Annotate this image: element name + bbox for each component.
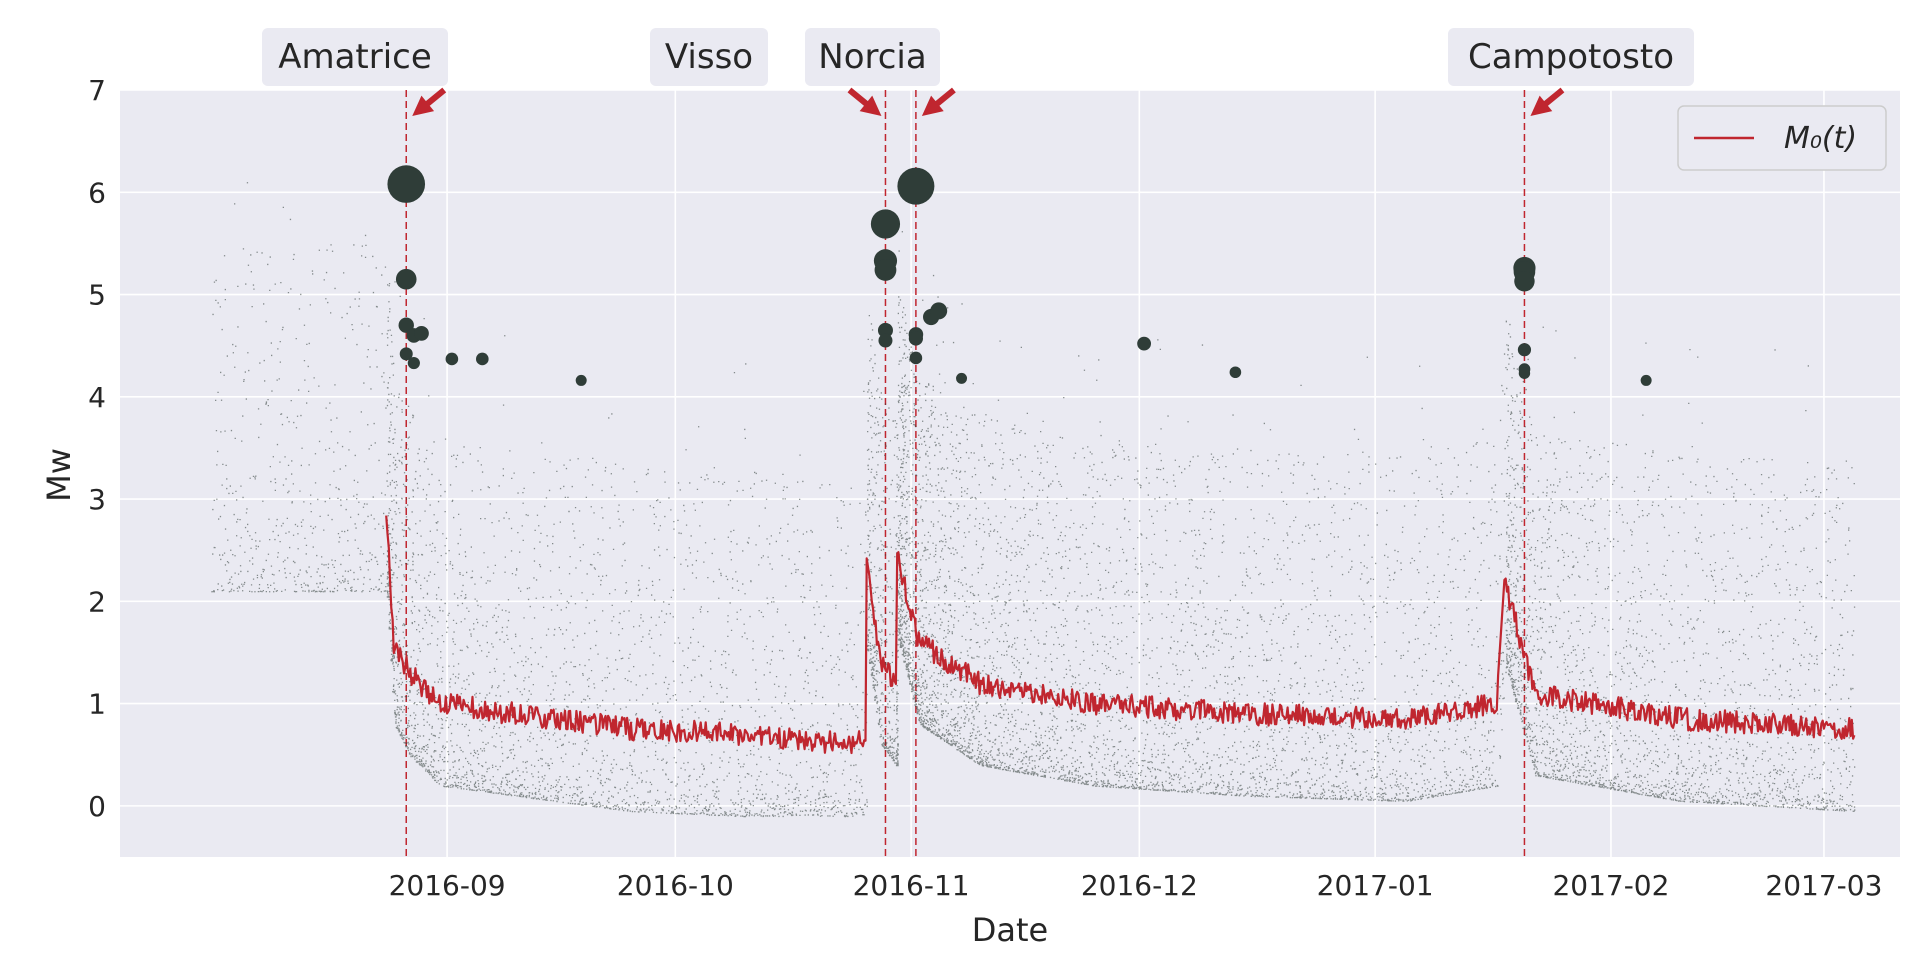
large-event-point [445,352,459,366]
aftershock-points [211,182,1856,818]
annotation-label: Norcia [818,37,926,77]
x-axis-title: Date [972,911,1048,949]
large-event-point [414,325,429,341]
x-tick-label: 2017-01 [1317,869,1434,902]
large-event-point [395,268,417,290]
x-tick-label: 2016-10 [617,869,734,902]
annotation-label: Amatrice [278,37,432,77]
large-event-point [878,333,893,348]
large-event-point [399,347,413,361]
large-event-point [877,322,893,338]
large-event-point [575,374,587,386]
x-tick-label: 2016-12 [1081,869,1198,902]
large-event-point [1517,343,1532,357]
y-axis-title: Mw [40,448,78,502]
large-event-point [897,167,935,205]
annotation-label: Campotosto [1468,37,1674,77]
plot-background [120,90,1900,857]
large-event-point [909,351,923,365]
y-tick-label: 0 [88,790,106,823]
annotation-box [650,28,768,86]
large-event-point [874,259,897,281]
large-event-point [1640,374,1652,386]
large-event-point [476,352,489,366]
m0-line [385,515,1856,755]
x-tick-label: 2017-02 [1552,869,1669,902]
x-tick-labels: 2016-09 2016-10 2016-11 2016-12 2017-01 2017-… [389,869,1883,902]
x-tick-label: 2016-11 [853,869,970,902]
grid [120,89,1900,857]
large-event-point [930,302,948,320]
large-event-point [387,165,426,203]
y-tick-labels: 0 1 2 3 4 5 6 7 [88,74,106,823]
legend-label: M₀(t) [1784,121,1857,156]
large-event-point [398,317,414,333]
aftershock-cloud [211,182,1856,818]
arrow-head [1530,95,1553,116]
annotation-label: Visso [665,37,753,77]
mainshock-annotations: Amatrice Visso Norcia Campotosto [262,28,1694,116]
arrow-head [921,95,944,116]
annotation-box [262,28,448,86]
y-tick-label: 7 [88,74,106,107]
large-event-point [407,356,420,370]
large-event-point [956,372,968,384]
large-event-point [1514,271,1535,292]
x-tick-label: 2016-09 [389,869,506,902]
large-events [387,165,1652,386]
y-tick-label: 2 [88,585,106,618]
legend-box [1677,105,1887,171]
arrow-head [859,95,882,116]
large-event-point [1137,336,1152,351]
arrow-head [412,95,435,116]
large-event-point [908,331,923,346]
annotation-box [805,28,940,86]
y-tick-label: 1 [88,688,106,721]
x-tick-label: 2017-03 [1765,869,1882,902]
m0-series [385,515,1856,755]
annotation-box [1448,28,1694,86]
y-tick-label: 5 [88,279,106,312]
y-tick-label: 3 [88,483,106,516]
large-event-point [1518,367,1531,379]
y-tick-label: 6 [88,176,106,209]
large-event-point [870,209,901,239]
y-tick-label: 4 [88,381,106,414]
legend: M₀(t) [1677,105,1887,171]
large-event-point [1229,366,1242,379]
